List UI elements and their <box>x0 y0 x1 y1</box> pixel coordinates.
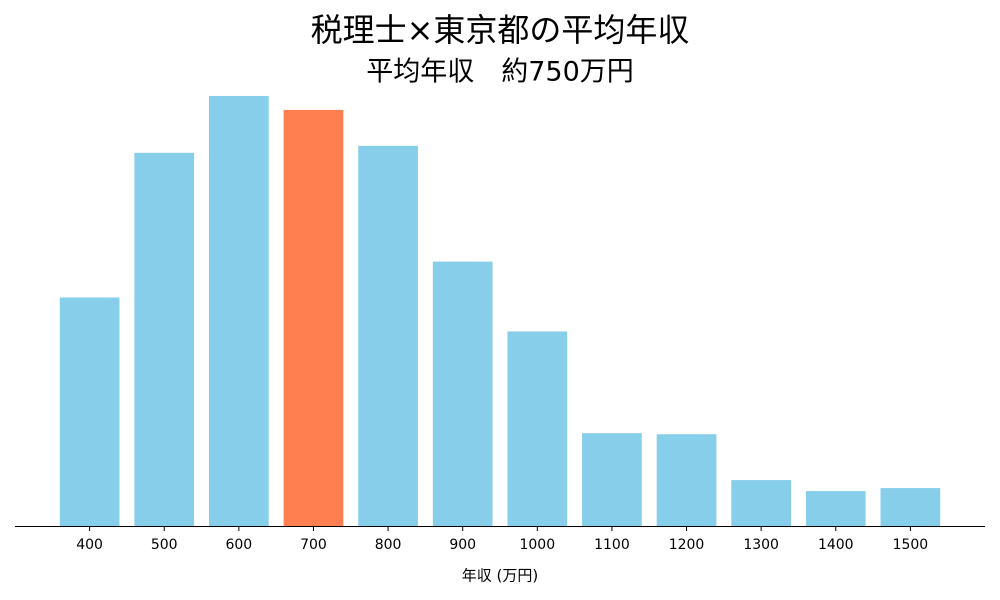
bar <box>283 109 344 526</box>
x-axis-label: 年収 (万円) <box>462 567 538 585</box>
x-tick-label: 700 <box>300 537 327 553</box>
bar <box>805 491 866 526</box>
bar <box>880 488 941 526</box>
chart-subtitle: 平均年収 約750万円 <box>366 57 634 88</box>
bar <box>507 331 568 526</box>
x-tick-label: 1200 <box>669 537 705 553</box>
bar <box>432 261 493 526</box>
x-tick-label: 1000 <box>519 537 555 553</box>
x-tick-label: 400 <box>76 537 103 553</box>
bar <box>582 433 642 526</box>
x-tick-label: 900 <box>449 537 476 553</box>
bar <box>656 434 717 526</box>
x-tick-label: 1500 <box>893 537 929 553</box>
x-tick-label: 1400 <box>818 537 854 553</box>
x-tick-label: 1100 <box>594 537 630 553</box>
bar <box>134 152 195 526</box>
bar <box>59 297 120 526</box>
chart-title: 税理士×東京都の平均年収 <box>311 11 690 49</box>
x-tick-label: 1300 <box>743 537 779 553</box>
x-tick-label: 500 <box>151 537 178 553</box>
bar <box>358 145 418 526</box>
x-tick-label: 800 <box>375 537 402 553</box>
bar <box>209 95 269 527</box>
bar <box>731 480 791 526</box>
x-tick-label: 600 <box>225 537 252 553</box>
